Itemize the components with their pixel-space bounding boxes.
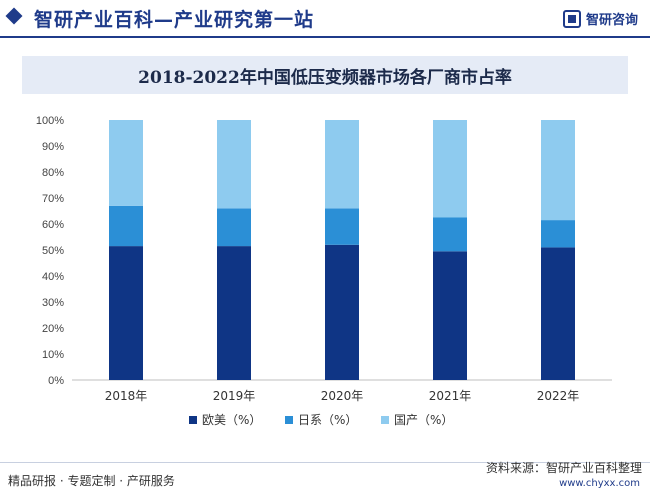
header-title: 智研产业百科—产业研究第一站	[34, 9, 315, 31]
y-tick-label: 40%	[42, 271, 64, 283]
brand-logo[interactable]: 智研咨询	[562, 9, 638, 28]
bar-segment	[541, 220, 575, 248]
y-tick-label: 0%	[48, 375, 64, 387]
bar-segment	[109, 246, 143, 380]
legend-label: 欧美（%）	[202, 413, 261, 427]
header-divider	[0, 36, 650, 38]
x-tick-label: 2019年	[213, 389, 256, 403]
bar-segment	[433, 251, 467, 380]
chart-title: 2018-2022年中国低压变频器市场各厂商市占率	[138, 67, 512, 88]
footer-source: 资料来源：智研产业百科整理	[485, 461, 642, 475]
footer-divider	[0, 462, 650, 463]
footer-url[interactable]: www.chyxx.com	[559, 478, 640, 489]
x-tick-label: 2022年	[537, 389, 580, 403]
footer-tagline: 精品研报 · 专题定制 · 产研服务	[8, 474, 175, 488]
y-tick-label: 70%	[42, 193, 64, 205]
bar-segment	[325, 208, 359, 245]
legend-label: 日系（%）	[298, 413, 357, 427]
y-tick-label: 20%	[42, 323, 64, 335]
legend-label: 国产（%）	[394, 413, 453, 427]
legend-swatch	[189, 416, 197, 424]
top-bar: 智研产业百科—产业研究第一站 智研咨询	[0, 0, 650, 38]
brand-name: 智研咨询	[585, 13, 638, 28]
legend-swatch	[285, 416, 293, 424]
y-tick-label: 80%	[42, 167, 64, 179]
bar-segment	[217, 120, 251, 209]
bar-segment	[325, 244, 359, 380]
bar-segment	[325, 120, 359, 209]
bar-segment	[217, 246, 251, 380]
x-tick-label: 2020年	[321, 389, 364, 403]
y-tick-label: 60%	[42, 219, 64, 231]
y-tick-label: 10%	[42, 349, 64, 361]
brand-icon	[562, 9, 581, 28]
bar-segment	[541, 120, 575, 221]
chart-title-band: 2018-2022年中国低压变频器市场各厂商市占率	[22, 56, 628, 94]
y-tick-label: 100%	[36, 115, 64, 127]
x-tick-label: 2018年	[105, 389, 148, 403]
y-tick-label: 50%	[42, 245, 64, 257]
bar-segment	[433, 120, 467, 218]
bar-segment	[109, 120, 143, 206]
bar-segment	[217, 208, 251, 247]
legend-swatch	[381, 416, 389, 424]
bar-segment	[109, 205, 143, 247]
y-tick-label: 30%	[42, 297, 64, 309]
x-tick-label: 2021年	[429, 389, 472, 403]
bar-segment	[541, 247, 575, 380]
bar-segment	[433, 217, 467, 252]
y-tick-label: 90%	[42, 141, 64, 153]
